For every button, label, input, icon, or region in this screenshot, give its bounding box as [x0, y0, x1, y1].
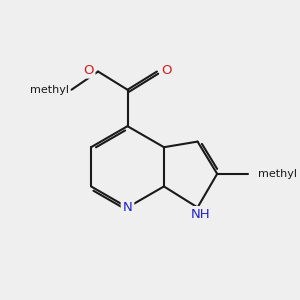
Text: methyl: methyl: [30, 85, 69, 95]
Text: methyl: methyl: [258, 169, 297, 179]
Text: N: N: [123, 201, 132, 214]
Text: NH: NH: [190, 208, 210, 221]
Text: O: O: [161, 64, 172, 76]
Text: O: O: [83, 64, 94, 76]
